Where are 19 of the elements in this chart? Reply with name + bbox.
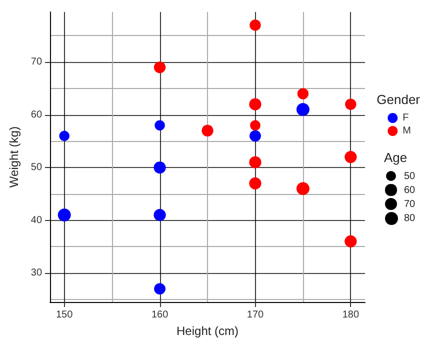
y-axis-title: Weight (kg) <box>7 126 21 188</box>
y-tick-label: 50 <box>30 162 42 174</box>
x-tick-label: 170 <box>246 310 264 320</box>
text: M <box>402 126 412 136</box>
y-tick-label: 60 <box>30 109 42 120</box>
x-tick-label: 160 <box>151 310 169 320</box>
y-tick-label: 30 <box>30 268 42 278</box>
y-tick-label: 70 <box>30 56 42 68</box>
legend-label: 50 <box>404 170 416 182</box>
legend-title: Gender <box>376 92 421 107</box>
x-axis-title: Height (cm) <box>176 324 239 338</box>
x-tick-label: 150 <box>56 310 74 320</box>
y-tick-label: 40 <box>30 214 42 226</box>
text: Age <box>384 150 408 165</box>
legend-label: 80 <box>404 212 416 224</box>
legend-label: 70 <box>404 198 416 210</box>
x-tick-label: 180 <box>342 310 360 320</box>
legend-label: 60 <box>404 184 416 196</box>
legend-label: F <box>402 112 409 124</box>
